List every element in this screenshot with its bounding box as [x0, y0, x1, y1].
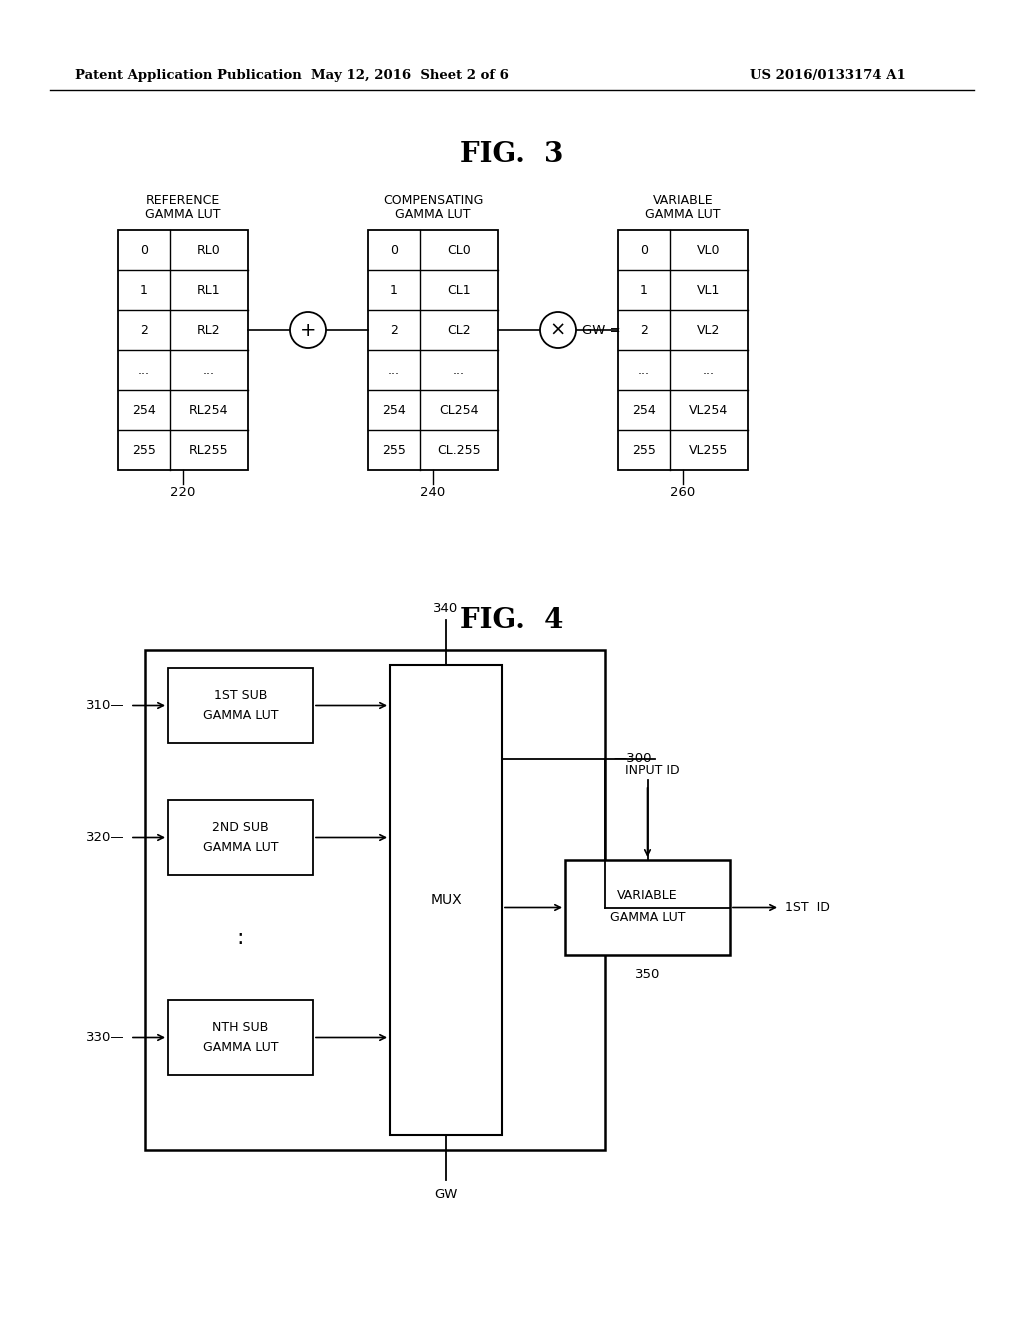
- Text: 320—: 320—: [86, 832, 125, 843]
- Text: GW: GW: [434, 1188, 458, 1201]
- Text: 0: 0: [390, 243, 398, 256]
- Text: COMPENSATING: COMPENSATING: [383, 194, 483, 206]
- Text: MUX: MUX: [430, 894, 462, 907]
- Bar: [118, 230, 248, 470]
- Text: 0: 0: [140, 243, 148, 256]
- Text: ...: ...: [388, 363, 400, 376]
- Text: CL1: CL1: [447, 284, 471, 297]
- Text: RL2: RL2: [198, 323, 221, 337]
- Text: GW =: GW =: [582, 323, 621, 337]
- Text: RL254: RL254: [189, 404, 228, 417]
- Text: ...: ...: [203, 363, 215, 376]
- Text: +: +: [300, 321, 316, 339]
- Text: 1ST SUB: 1ST SUB: [214, 689, 267, 702]
- Text: ×: ×: [550, 321, 566, 339]
- Text: 254: 254: [632, 404, 656, 417]
- Text: 1: 1: [640, 284, 648, 297]
- Text: GAMMA LUT: GAMMA LUT: [203, 841, 279, 854]
- Text: Patent Application Publication: Patent Application Publication: [75, 69, 302, 82]
- Text: 254: 254: [132, 404, 156, 417]
- Text: 220: 220: [170, 486, 196, 499]
- Text: INPUT ID: INPUT ID: [626, 763, 680, 776]
- Text: GAMMA LUT: GAMMA LUT: [145, 209, 221, 222]
- Text: 350: 350: [635, 969, 660, 982]
- Text: 2: 2: [640, 323, 648, 337]
- Text: 240: 240: [421, 486, 445, 499]
- Text: CL2: CL2: [447, 323, 471, 337]
- Text: VL255: VL255: [689, 444, 729, 457]
- Text: ...: ...: [638, 363, 650, 376]
- Text: GAMMA LUT: GAMMA LUT: [203, 1041, 279, 1053]
- Text: RL1: RL1: [198, 284, 221, 297]
- Bar: [390, 665, 502, 1135]
- Text: :: :: [237, 928, 245, 948]
- Text: 255: 255: [632, 444, 656, 457]
- Text: GAMMA LUT: GAMMA LUT: [395, 209, 471, 222]
- Text: 2ND SUB: 2ND SUB: [212, 821, 269, 834]
- Bar: [618, 230, 748, 470]
- Text: —300: —300: [613, 752, 651, 766]
- Text: NTH SUB: NTH SUB: [212, 1020, 268, 1034]
- Bar: [565, 861, 730, 954]
- Text: CL0: CL0: [447, 243, 471, 256]
- Text: VL254: VL254: [689, 404, 729, 417]
- Text: VARIABLE: VARIABLE: [617, 888, 678, 902]
- Text: FIG.  4: FIG. 4: [461, 606, 563, 634]
- Text: GAMMA LUT: GAMMA LUT: [203, 709, 279, 722]
- Text: 2: 2: [140, 323, 147, 337]
- Text: 255: 255: [132, 444, 156, 457]
- Text: CL254: CL254: [439, 404, 479, 417]
- Text: US 2016/0133174 A1: US 2016/0133174 A1: [750, 69, 906, 82]
- Bar: [368, 230, 498, 470]
- Text: GAMMA LUT: GAMMA LUT: [609, 911, 685, 924]
- Text: ...: ...: [138, 363, 150, 376]
- Bar: [168, 1001, 313, 1074]
- Text: 254: 254: [382, 404, 406, 417]
- Circle shape: [540, 312, 575, 348]
- Text: 340: 340: [433, 602, 459, 615]
- Text: 1: 1: [390, 284, 398, 297]
- Text: CL.255: CL.255: [437, 444, 481, 457]
- Text: VARIABLE: VARIABLE: [652, 194, 714, 206]
- Text: 310—: 310—: [86, 700, 125, 711]
- Text: REFERENCE: REFERENCE: [145, 194, 220, 206]
- Text: 260: 260: [671, 486, 695, 499]
- Text: RL255: RL255: [189, 444, 228, 457]
- Text: 2: 2: [390, 323, 398, 337]
- Bar: [168, 800, 313, 875]
- Text: VL1: VL1: [697, 284, 721, 297]
- Text: 1: 1: [140, 284, 147, 297]
- Text: ...: ...: [703, 363, 715, 376]
- Text: 0: 0: [640, 243, 648, 256]
- Text: RL0: RL0: [198, 243, 221, 256]
- Text: GAMMA LUT: GAMMA LUT: [645, 209, 721, 222]
- Text: VL0: VL0: [697, 243, 721, 256]
- Text: FIG.  3: FIG. 3: [461, 141, 563, 169]
- Text: 255: 255: [382, 444, 406, 457]
- Bar: [145, 649, 605, 1150]
- Circle shape: [290, 312, 326, 348]
- Bar: [168, 668, 313, 743]
- Text: 1ST  ID: 1ST ID: [785, 902, 829, 913]
- Text: ...: ...: [453, 363, 465, 376]
- Text: 330—: 330—: [86, 1031, 125, 1044]
- Text: VL2: VL2: [697, 323, 721, 337]
- Text: May 12, 2016  Sheet 2 of 6: May 12, 2016 Sheet 2 of 6: [311, 69, 509, 82]
